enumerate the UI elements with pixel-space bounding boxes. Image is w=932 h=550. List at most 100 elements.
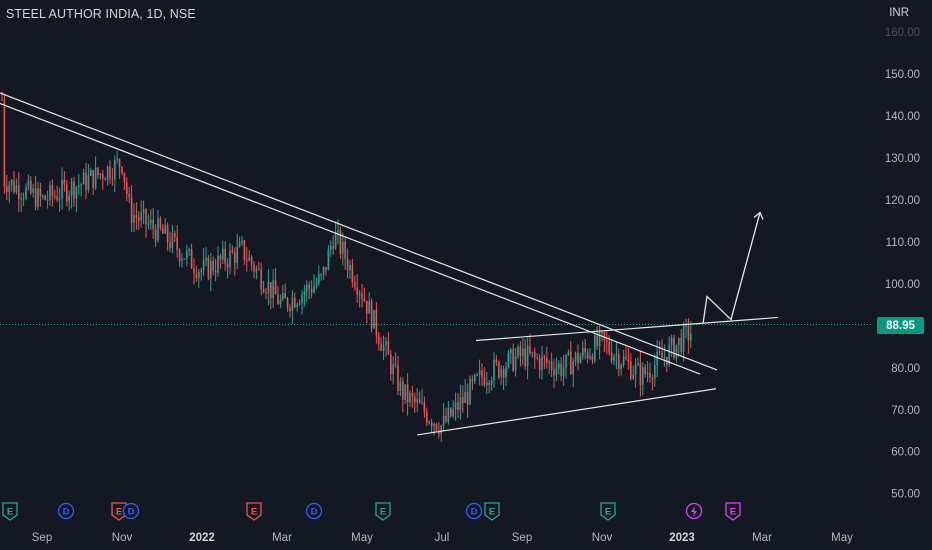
trendline[interactable] xyxy=(475,316,779,342)
candle-body xyxy=(315,283,318,286)
candle-body xyxy=(488,382,490,385)
candle-body xyxy=(378,335,380,345)
candle-body xyxy=(661,352,663,358)
symbol-title[interactable]: STEEL AUTHOR INDIA, 1D, NSE xyxy=(6,7,196,21)
candle-body xyxy=(111,178,114,180)
candle-body xyxy=(210,261,212,279)
candle-body xyxy=(25,187,27,199)
candle-body xyxy=(442,415,445,426)
candle-body xyxy=(375,309,378,336)
candle-body xyxy=(262,289,265,293)
candle-body xyxy=(198,272,200,278)
candle-body xyxy=(284,293,286,299)
candle-body xyxy=(426,412,428,423)
dividend-marker-icon[interactable]: D xyxy=(57,502,75,520)
trendline[interactable] xyxy=(416,388,717,436)
svg-text:D: D xyxy=(63,507,70,518)
candle-body xyxy=(582,347,584,357)
candle-body xyxy=(279,299,282,305)
candle-body xyxy=(39,188,42,197)
candle-body xyxy=(330,245,332,250)
candle-body xyxy=(690,333,692,341)
candle-body xyxy=(303,291,306,295)
earnings-marker-icon[interactable]: E xyxy=(375,502,391,521)
candle-body xyxy=(193,268,195,274)
candle-body xyxy=(512,349,514,371)
candle-body xyxy=(615,354,618,357)
candle-body xyxy=(320,274,322,276)
earnings-marker-icon[interactable]: E xyxy=(111,502,127,521)
projection-path[interactable] xyxy=(702,212,761,324)
split-marker-icon[interactable] xyxy=(685,502,703,520)
candle-body xyxy=(430,422,433,427)
candle-body xyxy=(205,257,207,261)
candle-body xyxy=(217,255,219,273)
candle-body xyxy=(668,344,670,365)
candle-body xyxy=(354,282,356,288)
candle-body xyxy=(234,252,236,264)
earnings-marker-icon[interactable]: E xyxy=(600,502,616,521)
candle-body xyxy=(474,374,476,382)
candle-body xyxy=(114,159,116,180)
candle-body xyxy=(601,331,603,333)
candle-body xyxy=(670,337,673,345)
time-axis[interactable]: Sep Nov 2022 Mar May Jul Sep Nov 2023 Mar May xyxy=(32,532,853,544)
candle-body xyxy=(226,263,229,268)
dividend-marker-icon[interactable]: D xyxy=(465,502,483,520)
svg-text:E: E xyxy=(116,507,122,518)
earnings-marker-icon[interactable]: E xyxy=(484,502,500,521)
y-tick-label: 130.00 xyxy=(885,153,920,165)
candle-body xyxy=(253,264,255,272)
y-tick-label: 60.00 xyxy=(891,447,920,459)
candle-body xyxy=(543,356,546,358)
candle-body xyxy=(620,365,622,370)
candle-body xyxy=(202,260,205,271)
candle-body xyxy=(342,241,344,254)
candle-body xyxy=(126,182,128,194)
candle-body xyxy=(572,361,574,375)
dividend-marker-icon[interactable]: D xyxy=(122,502,140,520)
x-tick-label: Sep xyxy=(32,532,52,544)
candle-body xyxy=(145,209,147,225)
candle-body xyxy=(469,379,471,405)
candle-body xyxy=(478,370,481,375)
candle-body xyxy=(390,354,392,375)
candle-body xyxy=(104,179,106,181)
candle-body xyxy=(109,166,111,179)
candle-body xyxy=(447,408,450,422)
candle-body xyxy=(517,346,519,357)
candle-body xyxy=(392,364,394,375)
candle-body xyxy=(181,258,183,261)
earnings-marker-icon[interactable]: E xyxy=(725,502,741,521)
candle-body xyxy=(560,363,562,376)
candle-body xyxy=(231,250,234,253)
candle-body xyxy=(421,402,423,404)
candle-body xyxy=(663,356,666,358)
candle-body xyxy=(452,408,454,416)
candle-body xyxy=(646,372,649,375)
candle-body xyxy=(207,257,210,279)
candle-body xyxy=(356,287,358,295)
candle-body xyxy=(306,284,308,292)
trendline[interactable] xyxy=(0,102,701,375)
candle-body xyxy=(380,344,382,351)
candle-body xyxy=(613,356,615,361)
candle-body xyxy=(586,352,589,359)
earnings-marker-icon[interactable]: E xyxy=(2,502,18,521)
trendline[interactable] xyxy=(0,92,718,371)
dividend-marker-icon[interactable]: D xyxy=(305,502,323,520)
trendlines-layer[interactable] xyxy=(0,92,779,436)
earnings-marker-icon[interactable]: E xyxy=(246,502,262,521)
candle-body xyxy=(116,159,118,161)
candle-body xyxy=(610,352,613,361)
candle-body xyxy=(327,249,330,270)
candle-body xyxy=(680,337,682,353)
candle-body xyxy=(558,363,560,369)
candle-body xyxy=(644,367,646,375)
candle-body xyxy=(51,185,54,196)
candle-body xyxy=(296,304,298,308)
candle-body xyxy=(130,197,133,224)
candle-body xyxy=(6,186,8,193)
